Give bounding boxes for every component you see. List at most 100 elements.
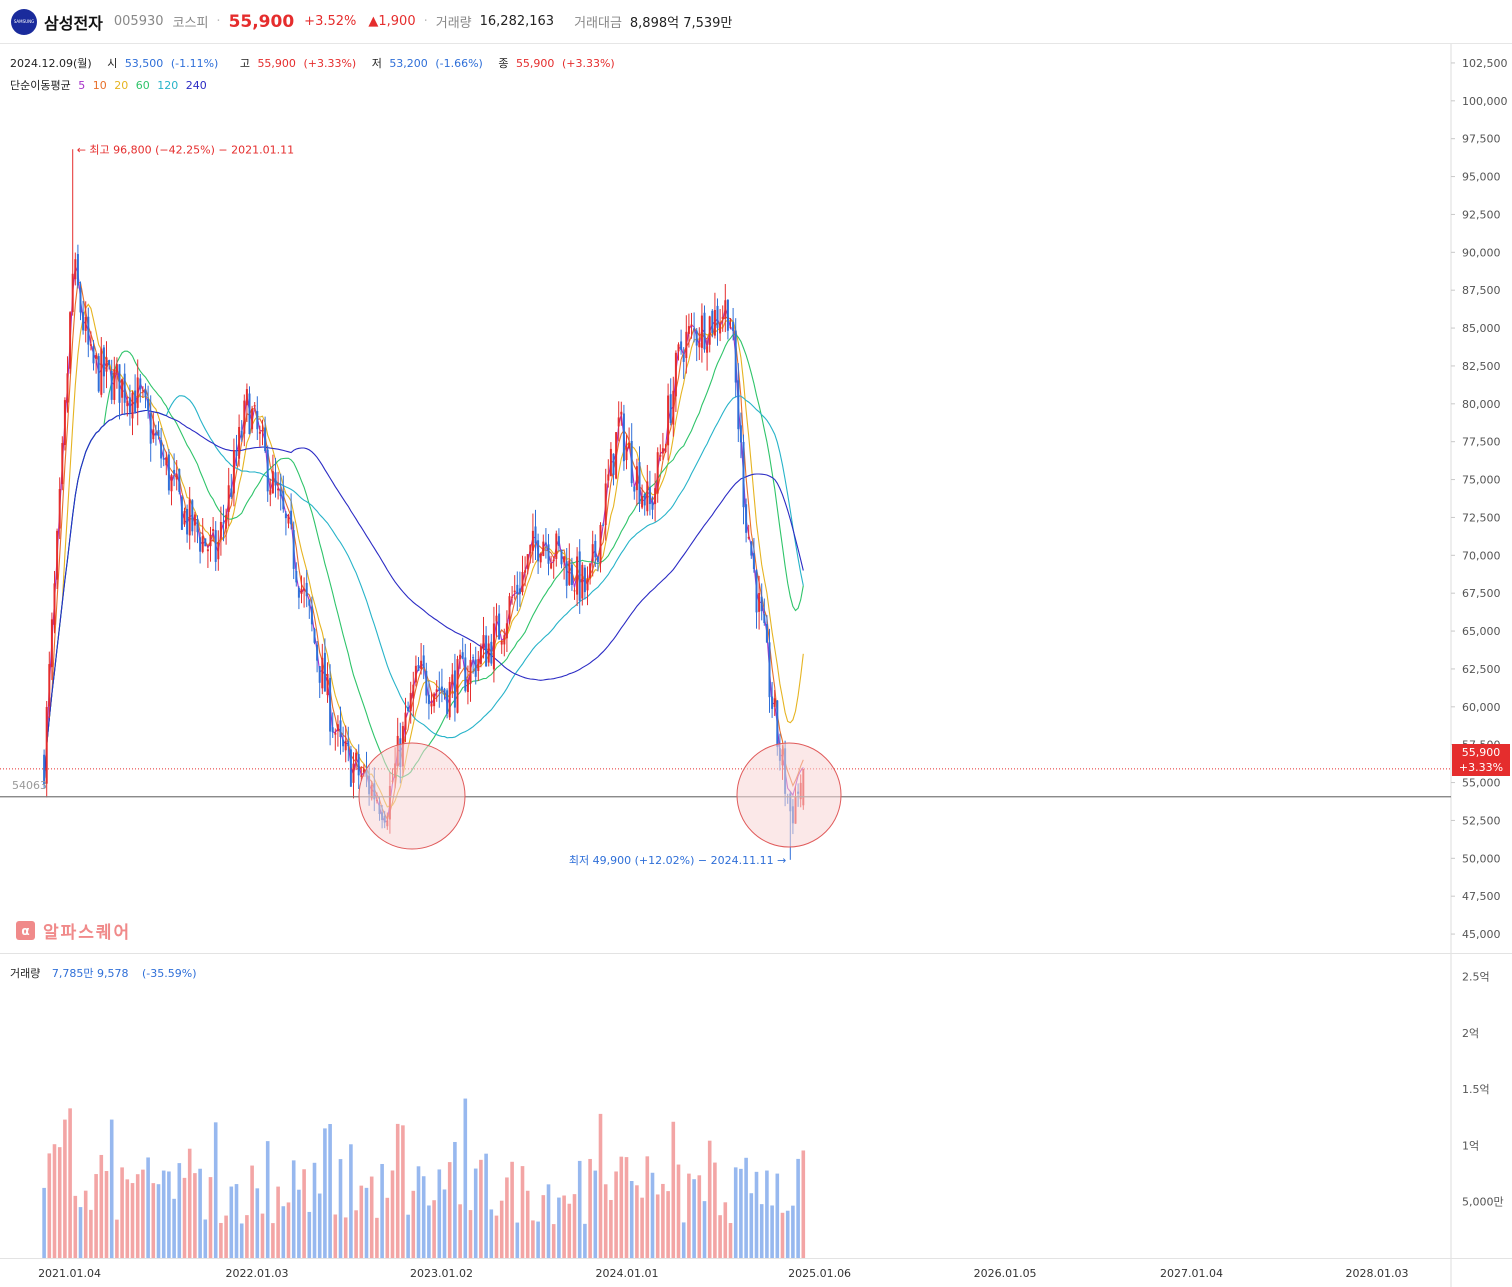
candle-body[interactable]: [612, 453, 615, 475]
candle-body[interactable]: [589, 563, 592, 579]
candle-body[interactable]: [713, 309, 716, 336]
volume-bar[interactable]: [541, 1195, 546, 1258]
candle-body[interactable]: [638, 462, 641, 504]
volume-bar[interactable]: [203, 1219, 208, 1258]
candle-body[interactable]: [518, 588, 521, 594]
volume-bar[interactable]: [411, 1190, 416, 1258]
candle-body[interactable]: [308, 600, 311, 606]
candle-body[interactable]: [420, 660, 423, 669]
volume-bar[interactable]: [276, 1186, 280, 1258]
volume-bar[interactable]: [593, 1170, 598, 1258]
candle-body[interactable]: [105, 357, 108, 372]
volume-bar[interactable]: [359, 1185, 364, 1258]
candle-body[interactable]: [560, 549, 563, 565]
candle-body[interactable]: [438, 687, 441, 691]
candle-body[interactable]: [256, 411, 259, 430]
volume-bar[interactable]: [187, 1148, 192, 1258]
candle-body[interactable]: [149, 413, 152, 444]
volume-bar[interactable]: [250, 1165, 254, 1258]
candle-body[interactable]: [771, 696, 774, 709]
candle-body[interactable]: [745, 504, 748, 533]
candle-body[interactable]: [342, 739, 345, 747]
candle-body[interactable]: [87, 316, 90, 345]
candle-body[interactable]: [693, 328, 696, 330]
candle-body[interactable]: [186, 509, 189, 535]
candle-body[interactable]: [607, 474, 610, 481]
volume-bar[interactable]: [536, 1221, 540, 1258]
candle-body[interactable]: [248, 393, 251, 435]
candle-body[interactable]: [625, 446, 628, 461]
volume-bar[interactable]: [801, 1150, 806, 1258]
candle-body[interactable]: [524, 570, 527, 573]
volume-bar[interactable]: [146, 1157, 150, 1258]
ma-legend-item[interactable]: 240: [185, 79, 207, 92]
volume-bar[interactable]: [89, 1209, 93, 1258]
candle-body[interactable]: [303, 588, 306, 591]
candle-body[interactable]: [313, 628, 316, 643]
candle-body[interactable]: [232, 450, 235, 494]
volume-bar[interactable]: [94, 1174, 98, 1258]
candle-body[interactable]: [498, 613, 501, 640]
candle-body[interactable]: [446, 690, 449, 714]
candle-body[interactable]: [102, 347, 105, 377]
candle-body[interactable]: [583, 567, 586, 593]
volume-bar[interactable]: [437, 1169, 442, 1258]
candle-body[interactable]: [97, 356, 100, 392]
volume-bar[interactable]: [754, 1171, 759, 1258]
candle-body[interactable]: [698, 343, 701, 348]
candle-body[interactable]: [180, 496, 183, 530]
candle-body[interactable]: [578, 551, 581, 601]
candle-body[interactable]: [542, 541, 545, 556]
volume-bar[interactable]: [385, 1197, 390, 1258]
candle-body[interactable]: [154, 433, 157, 436]
candle-body[interactable]: [706, 346, 709, 353]
candle-body[interactable]: [74, 259, 77, 280]
candle-body[interactable]: [591, 544, 594, 562]
candle-body[interactable]: [703, 312, 706, 350]
candle-body[interactable]: [43, 754, 46, 785]
candle-body[interactable]: [160, 440, 163, 459]
candle-body[interactable]: [628, 443, 631, 449]
candle-body[interactable]: [695, 330, 698, 346]
candle-body[interactable]: [747, 536, 750, 539]
candle-body[interactable]: [760, 596, 763, 612]
candle-body[interactable]: [495, 615, 498, 622]
candle-body[interactable]: [521, 572, 524, 593]
candle-body[interactable]: [219, 521, 222, 538]
candle-body[interactable]: [576, 556, 579, 595]
candle-body[interactable]: [178, 469, 181, 492]
volume-bar[interactable]: [588, 1158, 592, 1258]
volume-bar[interactable]: [655, 1194, 660, 1258]
candle-body[interactable]: [240, 430, 243, 438]
volume-bar[interactable]: [213, 1122, 218, 1258]
candle-body[interactable]: [734, 330, 737, 383]
candle-body[interactable]: [534, 526, 537, 544]
candle-body[interactable]: [212, 529, 215, 532]
candle-body[interactable]: [279, 489, 282, 497]
candle-body[interactable]: [456, 659, 459, 713]
candle-body[interactable]: [292, 530, 295, 569]
volume-bar[interactable]: [281, 1206, 286, 1258]
volume-bar[interactable]: [479, 1159, 483, 1258]
candle-body[interactable]: [430, 703, 433, 707]
volume-bar[interactable]: [681, 1222, 686, 1258]
volume-bar[interactable]: [557, 1197, 561, 1258]
volume-bar[interactable]: [151, 1183, 156, 1258]
candle-body[interactable]: [425, 670, 428, 696]
candle-body[interactable]: [669, 394, 672, 423]
candle-body[interactable]: [183, 511, 186, 525]
volume-bar[interactable]: [302, 1169, 306, 1258]
volume-bar[interactable]: [52, 1144, 57, 1258]
volume-bar[interactable]: [650, 1172, 655, 1258]
candle-body[interactable]: [557, 536, 560, 546]
candle-body[interactable]: [726, 299, 729, 331]
volume-bar[interactable]: [333, 1214, 338, 1258]
candle-body[interactable]: [687, 326, 690, 334]
candle-body[interactable]: [121, 379, 124, 398]
volume-bar[interactable]: [427, 1205, 431, 1258]
volume-bar[interactable]: [349, 1144, 353, 1258]
candle-body[interactable]: [643, 494, 646, 506]
ma-legend-item[interactable]: 60: [135, 79, 150, 92]
candle-body[interactable]: [763, 614, 766, 623]
candle-body[interactable]: [482, 635, 485, 649]
